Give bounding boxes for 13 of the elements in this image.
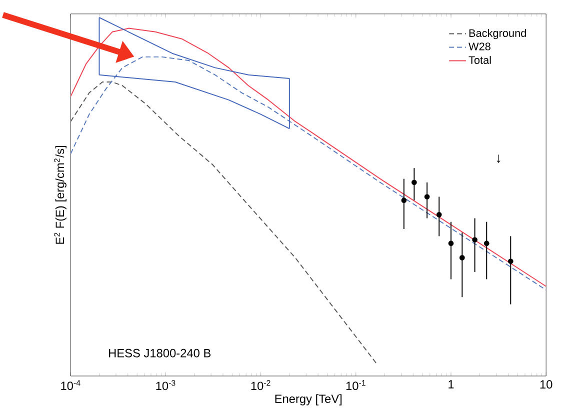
x-tick-label: 10$^{-1}$	[346, 380, 366, 390]
x-tick-label: 10$^{-3}$	[156, 380, 176, 390]
legend-label: W28	[468, 42, 490, 50]
x-tick-label: 10$^{-4}$	[61, 380, 80, 390]
annotation: ↓	[496, 154, 500, 163]
legend-label: Background	[469, 29, 526, 40]
y-axis-title: E$^{2}$ F(E) [erg/cm$^{2}$/s]	[54, 146, 66, 244]
x-axis-title: Energy [TeV]	[275, 394, 342, 406]
legend-label: Total	[468, 56, 491, 64]
x-tick-label: 10	[540, 380, 552, 389]
x-tick-label: 1	[448, 380, 454, 388]
annotation: HESS J1800-240 B	[109, 349, 211, 358]
x-tick-label: 10$^{-2}$	[251, 380, 270, 390]
